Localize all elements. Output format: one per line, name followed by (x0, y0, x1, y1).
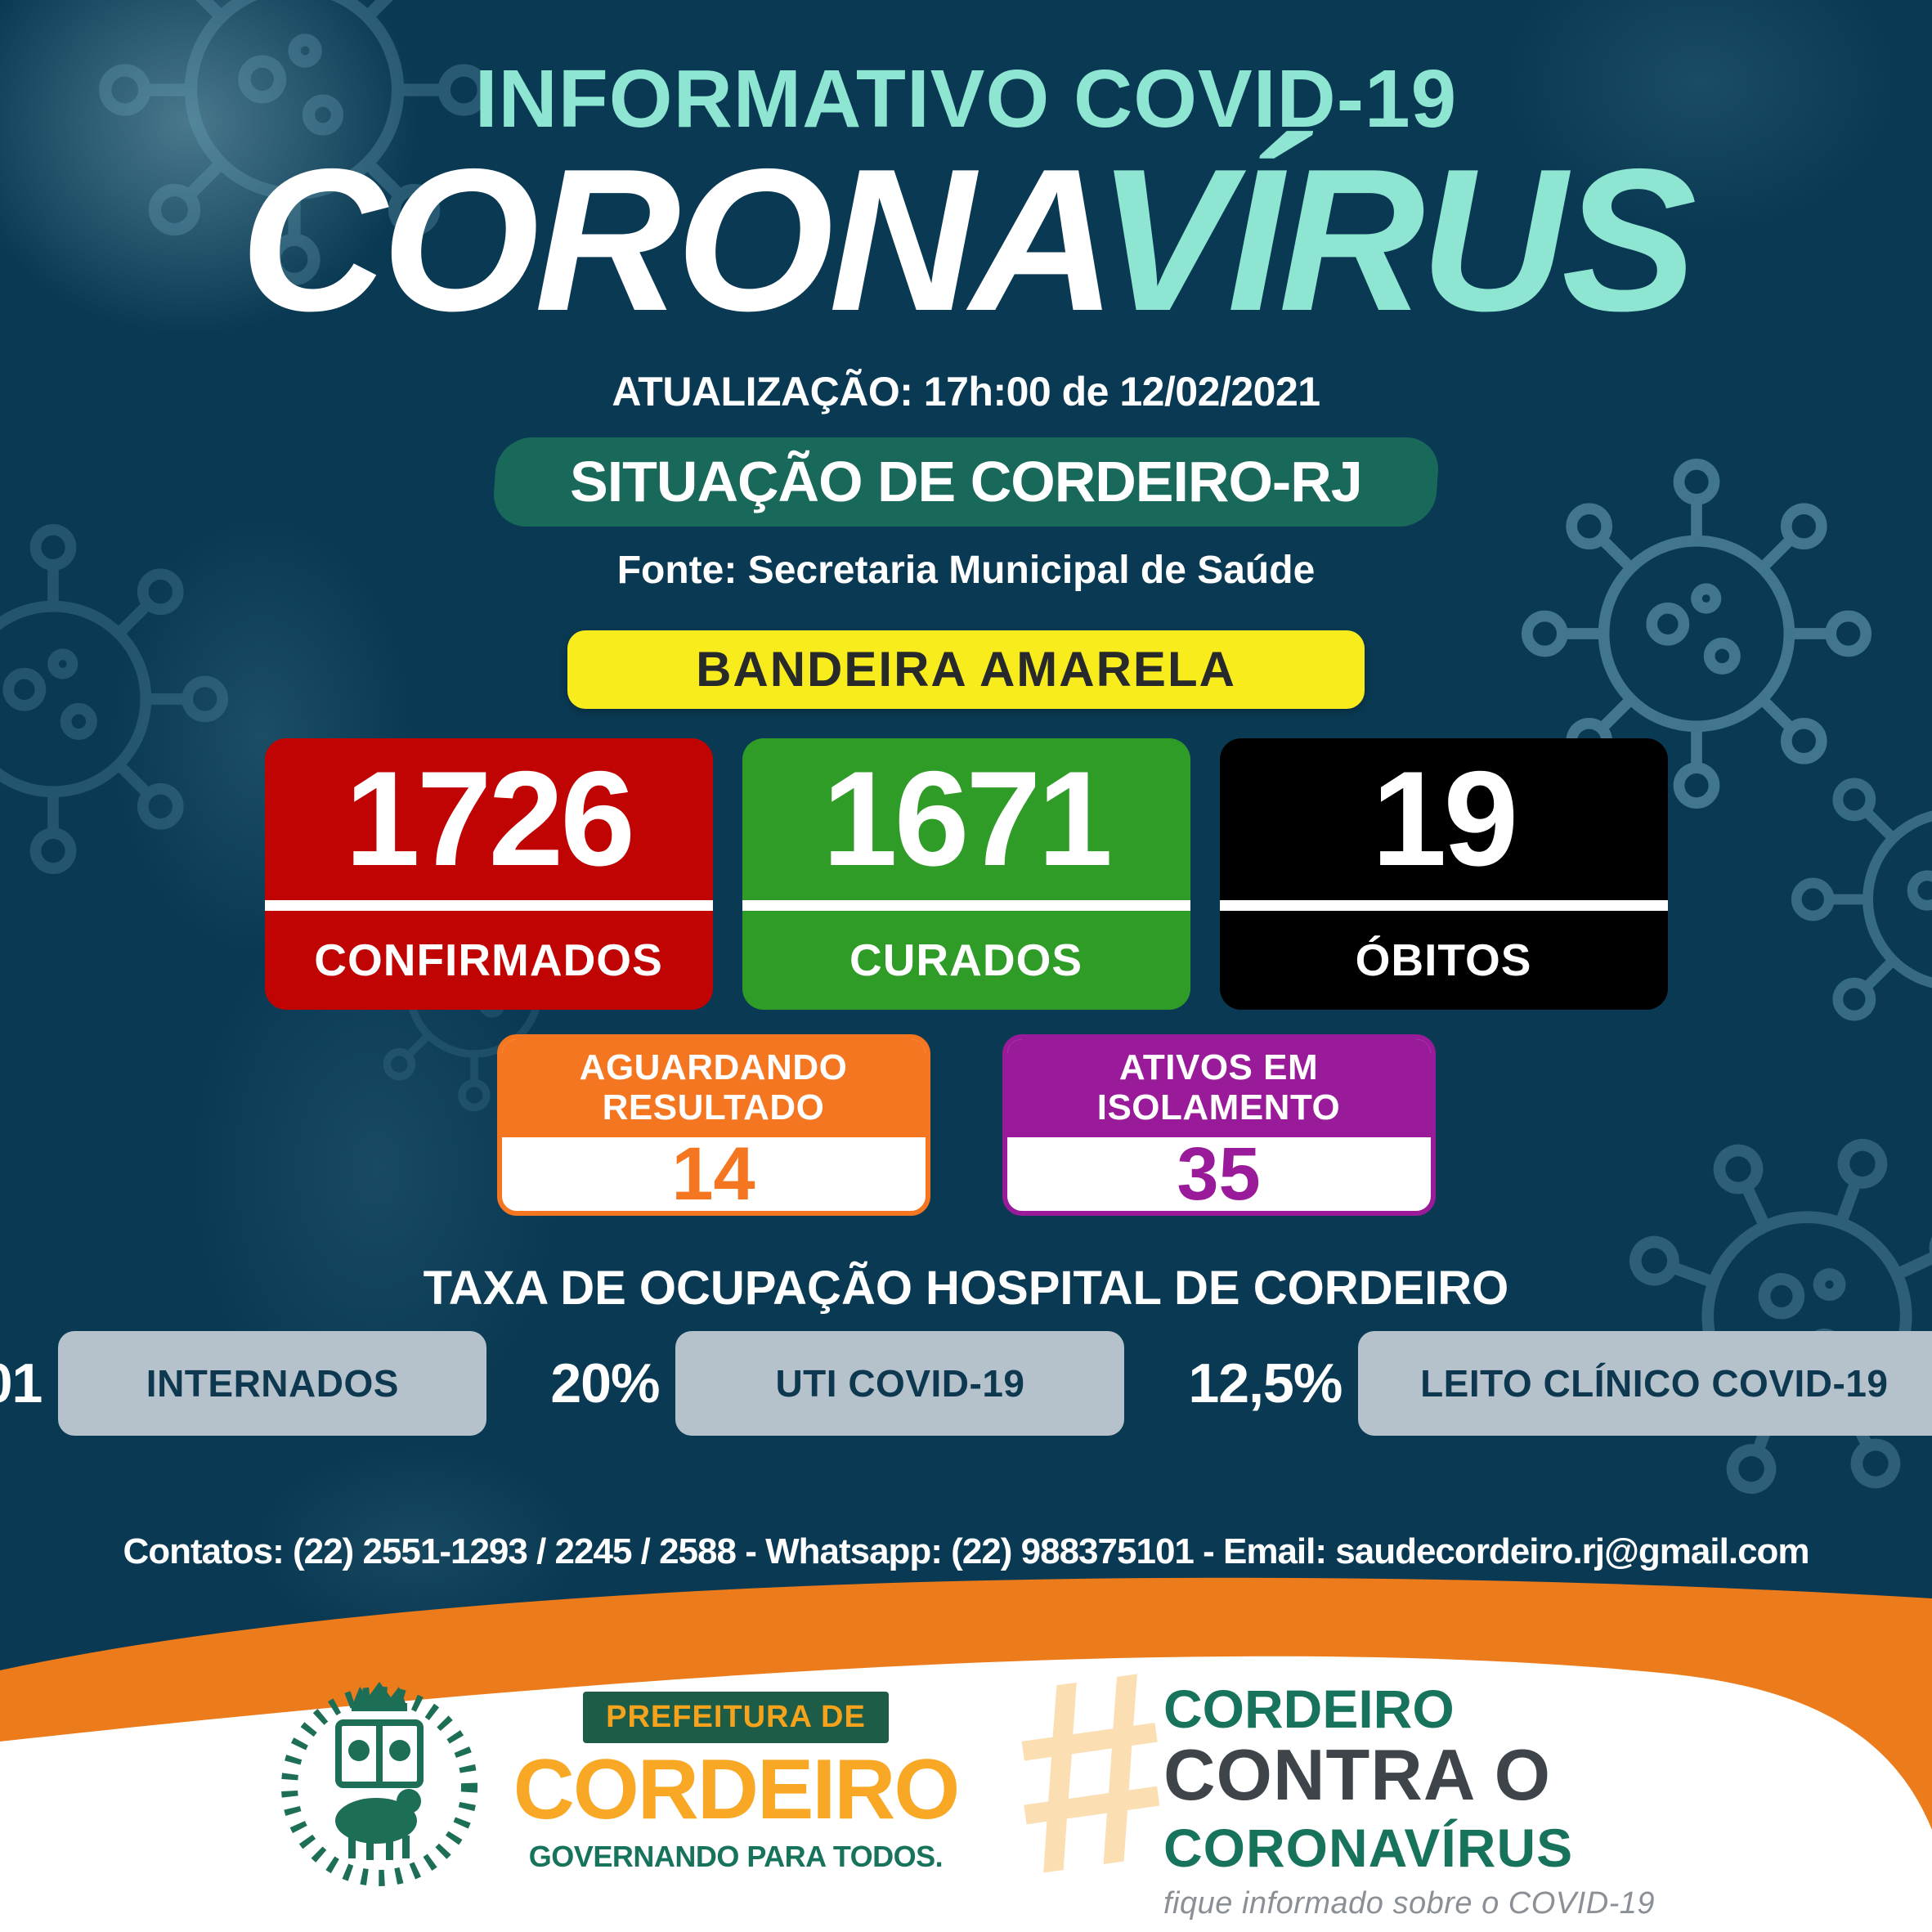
awaiting-results-value: 14 (671, 1132, 755, 1216)
active-isolation-title: ATIVOS EM ISOLAMENTO (1006, 1038, 1431, 1138)
awaiting-results-title: AGUARDANDO RESULTADO (501, 1038, 926, 1138)
situation-banner: SITUAÇÃO DE CORDEIRO-RJ (491, 437, 1441, 527)
awaiting-results-card: AGUARDANDO RESULTADO 14 (496, 1033, 930, 1217)
hospital-occupancy-row: 01 INTERNADOS 20% UTI COVID-19 12,5% LEI… (0, 1331, 1932, 1436)
clinical-beds-label: LEITO CLÍNICO COVID-19 (1358, 1331, 1932, 1436)
stat-cards-row: 1726 CONFIRMADOS 1671 CURADOS 19 ÓBITOS (264, 737, 1668, 1010)
confirmed-card: 1726 CONFIRMADOS (264, 737, 713, 1010)
update-timestamp: ATUALIZAÇÃO: 17h:00 de 12/02/2021 (612, 368, 1320, 415)
icu-value: 20% (550, 1352, 660, 1414)
hospital-occupancy-title: TAXA DE OCUPAÇÃO HOSPITAL DE CORDEIRO (423, 1262, 1509, 1316)
campaign-line2: CONTRA O (1163, 1734, 1552, 1815)
campaign-text: CORDEIRO CONTRA O CORONAVÍRUS fique info… (1163, 1682, 1655, 1921)
icu-label: UTI COVID-19 (675, 1331, 1125, 1436)
recovered-label: CURADOS (849, 935, 1083, 986)
prefeitura-logo: PREFEITURA DE CORDEIRO GOVERNANDO PARA T… (507, 1692, 965, 1874)
footer-swoosh-graphic (0, 1577, 1932, 1932)
campaign-line1: CORDEIRO (1163, 1679, 1455, 1739)
icu-group: 20% UTI COVID-19 (550, 1331, 1125, 1436)
inpatients-label: INTERNADOS (58, 1331, 487, 1436)
prefeitura-name: CORDEIRO (513, 1742, 960, 1837)
active-isolation-title-line2: ISOLAMENTO (1096, 1087, 1341, 1128)
hashtag-icon: # (991, 1612, 1182, 1932)
confirmed-label: CONFIRMADOS (314, 935, 663, 986)
bulletin-kicker: INFORMATIVO COVID-19 (474, 53, 1458, 145)
bulletin-content: INFORMATIVO COVID-19 CORONAVÍRUS ATUALIZ… (0, 53, 1932, 1571)
deaths-card: 19 ÓBITOS (1219, 737, 1668, 1010)
cordeiro-crest-logo (281, 1682, 477, 1886)
main-title-corona: CORONA (240, 126, 1102, 353)
card-divider (264, 899, 713, 911)
main-title: CORONAVÍRUS (240, 138, 1697, 341)
card-divider (1219, 899, 1668, 911)
awaiting-results-title-line2: RESULTADO (602, 1087, 825, 1128)
inpatients-group: 01 INTERNADOS (0, 1331, 487, 1436)
inpatients-value: 01 (0, 1352, 43, 1414)
secondary-cards-row: AGUARDANDO RESULTADO 14 ATIVOS EM ISOLAM… (496, 1033, 1436, 1217)
footer-logos: PREFEITURA DE CORDEIRO GOVERNANDO PARA T… (0, 1507, 1932, 1932)
active-isolation-value: 35 (1177, 1132, 1261, 1216)
footer: PREFEITURA DE CORDEIRO GOVERNANDO PARA T… (0, 1507, 1932, 1932)
active-isolation-title-line1: ATIVOS EM (1118, 1047, 1319, 1087)
card-divider (742, 899, 1190, 911)
contact-info-line: Contatos: (22) 2551-1293 / 2245 / 2588 -… (123, 1531, 1809, 1571)
deaths-label: ÓBITOS (1355, 935, 1532, 986)
flag-status-label: BANDEIRA AMARELA (696, 642, 1236, 697)
prefeitura-banner: PREFEITURA DE (583, 1692, 889, 1743)
clinical-beds-group: 12,5% LEITO CLÍNICO COVID-19 (1188, 1331, 1932, 1436)
prefeitura-slogan: GOVERNANDO PARA TODOS. (528, 1840, 944, 1874)
clinical-beds-value: 12,5% (1188, 1352, 1343, 1414)
active-isolation-card: ATIVOS EM ISOLAMENTO 35 (1002, 1033, 1436, 1217)
awaiting-results-title-line1: AGUARDANDO (579, 1047, 848, 1087)
recovered-value: 1671 (822, 743, 1113, 894)
campaign-tagline: fique informado sobre o COVID-19 (1163, 1886, 1656, 1921)
source-line: Fonte: Secretaria Municipal de Saúde (616, 548, 1316, 592)
campaign-line3: CORONAVÍRUS (1163, 1818, 1574, 1878)
main-title-virus: VÍRUS (1096, 126, 1697, 353)
deaths-value: 19 (1371, 743, 1519, 894)
flag-status-banner: BANDEIRA AMARELA (567, 630, 1365, 709)
situation-banner-label: SITUAÇÃO DE CORDEIRO-RJ (570, 449, 1362, 513)
confirmed-value: 1726 (344, 743, 635, 894)
campaign-logo: # CORDEIRO CONTRA O CORONAVÍRUS fique in… (991, 1612, 1680, 1932)
recovered-card: 1671 CURADOS (742, 737, 1190, 1010)
